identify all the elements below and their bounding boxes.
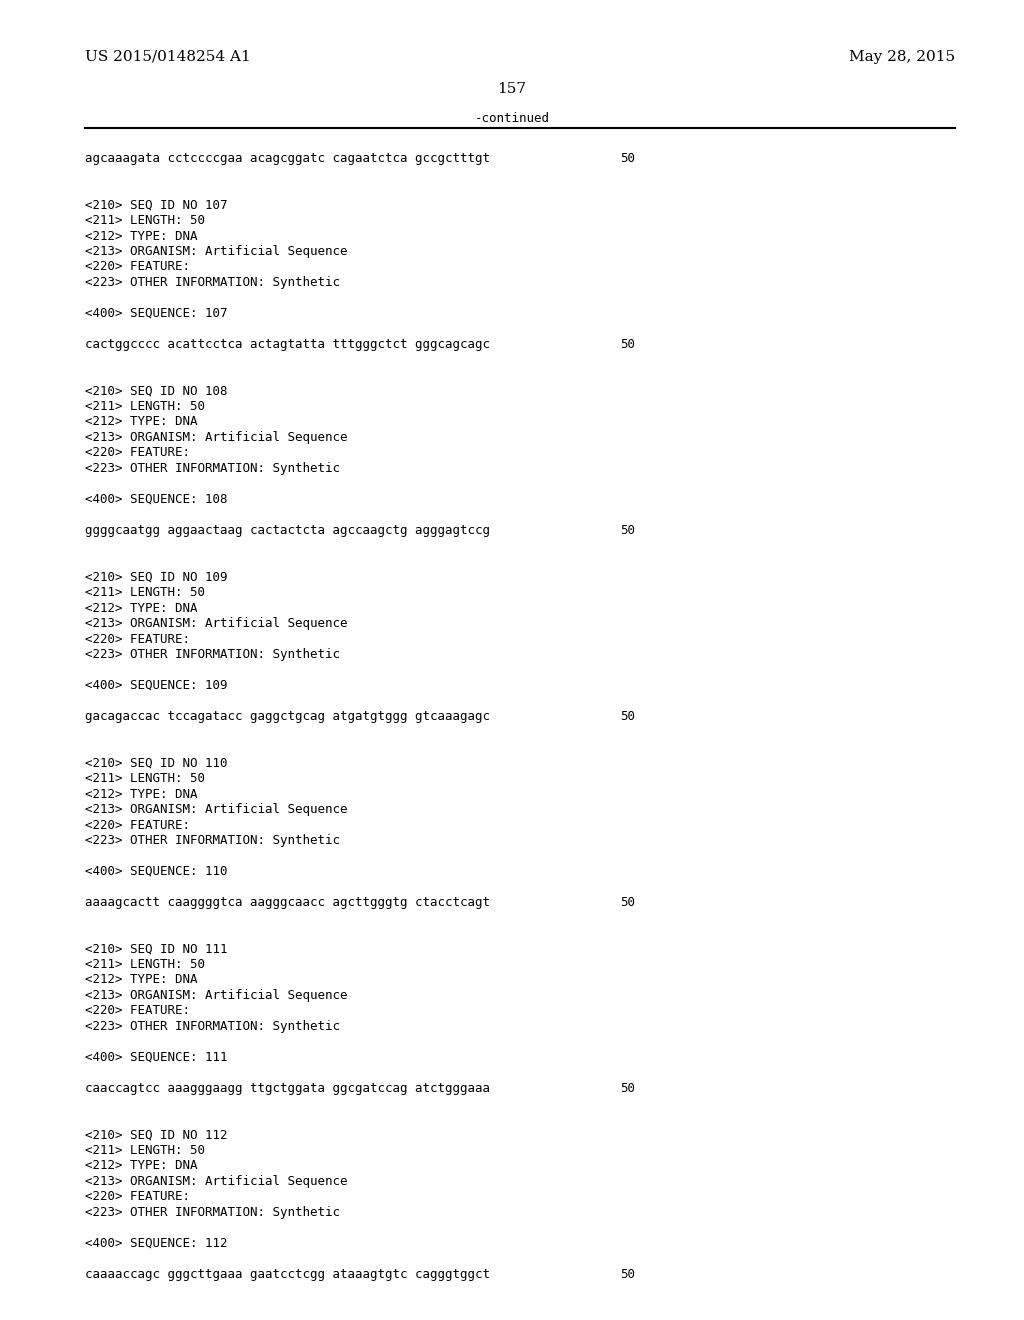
Text: cactggcccc acattcctca actagtatta tttgggctct gggcagcagc: cactggcccc acattcctca actagtatta tttgggc…	[85, 338, 490, 351]
Text: <223> OTHER INFORMATION: Synthetic: <223> OTHER INFORMATION: Synthetic	[85, 462, 340, 475]
Text: agcaaagata cctccccgaa acagcggatc cagaatctca gccgctttgt: agcaaagata cctccccgaa acagcggatc cagaatc…	[85, 152, 490, 165]
Text: <223> OTHER INFORMATION: Synthetic: <223> OTHER INFORMATION: Synthetic	[85, 1020, 340, 1034]
Text: <212> TYPE: DNA: <212> TYPE: DNA	[85, 973, 198, 986]
Text: US 2015/0148254 A1: US 2015/0148254 A1	[85, 50, 251, 63]
Text: <213> ORGANISM: Artificial Sequence: <213> ORGANISM: Artificial Sequence	[85, 803, 347, 816]
Text: <400> SEQUENCE: 110: <400> SEQUENCE: 110	[85, 865, 227, 878]
Text: <213> ORGANISM: Artificial Sequence: <213> ORGANISM: Artificial Sequence	[85, 616, 347, 630]
Text: <211> LENGTH: 50: <211> LENGTH: 50	[85, 958, 205, 972]
Text: <220> FEATURE:: <220> FEATURE:	[85, 1005, 190, 1018]
Text: 157: 157	[498, 82, 526, 96]
Text: <213> ORGANISM: Artificial Sequence: <213> ORGANISM: Artificial Sequence	[85, 1175, 347, 1188]
Text: <400> SEQUENCE: 109: <400> SEQUENCE: 109	[85, 678, 227, 692]
Text: <223> OTHER INFORMATION: Synthetic: <223> OTHER INFORMATION: Synthetic	[85, 834, 340, 847]
Text: <213> ORGANISM: Artificial Sequence: <213> ORGANISM: Artificial Sequence	[85, 989, 347, 1002]
Text: <220> FEATURE:: <220> FEATURE:	[85, 1191, 190, 1204]
Text: <211> LENGTH: 50: <211> LENGTH: 50	[85, 400, 205, 413]
Text: <400> SEQUENCE: 107: <400> SEQUENCE: 107	[85, 308, 227, 319]
Text: <213> ORGANISM: Artificial Sequence: <213> ORGANISM: Artificial Sequence	[85, 432, 347, 444]
Text: <210> SEQ ID NO 111: <210> SEQ ID NO 111	[85, 942, 227, 956]
Text: <212> TYPE: DNA: <212> TYPE: DNA	[85, 416, 198, 429]
Text: <210> SEQ ID NO 107: <210> SEQ ID NO 107	[85, 198, 227, 211]
Text: <212> TYPE: DNA: <212> TYPE: DNA	[85, 230, 198, 243]
Text: <220> FEATURE:: <220> FEATURE:	[85, 446, 190, 459]
Text: <211> LENGTH: 50: <211> LENGTH: 50	[85, 1144, 205, 1158]
Text: <213> ORGANISM: Artificial Sequence: <213> ORGANISM: Artificial Sequence	[85, 246, 347, 257]
Text: caaaaccagc gggcttgaaa gaatcctcgg ataaagtgtc cagggtggct: caaaaccagc gggcttgaaa gaatcctcgg ataaagt…	[85, 1269, 490, 1280]
Text: 50: 50	[620, 152, 635, 165]
Text: <212> TYPE: DNA: <212> TYPE: DNA	[85, 1159, 198, 1172]
Text: caaccagtcc aaagggaagg ttgctggata ggcgatccag atctgggaaa: caaccagtcc aaagggaagg ttgctggata ggcgatc…	[85, 1082, 490, 1096]
Text: 50: 50	[620, 338, 635, 351]
Text: <400> SEQUENCE: 111: <400> SEQUENCE: 111	[85, 1051, 227, 1064]
Text: gacagaccac tccagatacc gaggctgcag atgatgtggg gtcaaagagc: gacagaccac tccagatacc gaggctgcag atgatgt…	[85, 710, 490, 723]
Text: <220> FEATURE:: <220> FEATURE:	[85, 632, 190, 645]
Text: 50: 50	[620, 524, 635, 537]
Text: <211> LENGTH: 50: <211> LENGTH: 50	[85, 772, 205, 785]
Text: <211> LENGTH: 50: <211> LENGTH: 50	[85, 586, 205, 599]
Text: <220> FEATURE:: <220> FEATURE:	[85, 260, 190, 273]
Text: 50: 50	[620, 896, 635, 909]
Text: <223> OTHER INFORMATION: Synthetic: <223> OTHER INFORMATION: Synthetic	[85, 1206, 340, 1218]
Text: <400> SEQUENCE: 108: <400> SEQUENCE: 108	[85, 492, 227, 506]
Text: <210> SEQ ID NO 109: <210> SEQ ID NO 109	[85, 570, 227, 583]
Text: <223> OTHER INFORMATION: Synthetic: <223> OTHER INFORMATION: Synthetic	[85, 276, 340, 289]
Text: 50: 50	[620, 710, 635, 723]
Text: <210> SEQ ID NO 110: <210> SEQ ID NO 110	[85, 756, 227, 770]
Text: <220> FEATURE:: <220> FEATURE:	[85, 818, 190, 832]
Text: ggggcaatgg aggaactaag cactactcta agccaagctg agggagtccg: ggggcaatgg aggaactaag cactactcta agccaag…	[85, 524, 490, 537]
Text: <212> TYPE: DNA: <212> TYPE: DNA	[85, 602, 198, 615]
Text: <400> SEQUENCE: 112: <400> SEQUENCE: 112	[85, 1237, 227, 1250]
Text: <223> OTHER INFORMATION: Synthetic: <223> OTHER INFORMATION: Synthetic	[85, 648, 340, 661]
Text: 50: 50	[620, 1269, 635, 1280]
Text: May 28, 2015: May 28, 2015	[849, 50, 955, 63]
Text: <210> SEQ ID NO 108: <210> SEQ ID NO 108	[85, 384, 227, 397]
Text: 50: 50	[620, 1082, 635, 1096]
Text: <212> TYPE: DNA: <212> TYPE: DNA	[85, 788, 198, 800]
Text: <210> SEQ ID NO 112: <210> SEQ ID NO 112	[85, 1129, 227, 1142]
Text: -continued: -continued	[474, 112, 550, 125]
Text: aaaagcactt caaggggtca aagggcaacc agcttgggtg ctacctcagt: aaaagcactt caaggggtca aagggcaacc agcttgg…	[85, 896, 490, 909]
Text: <211> LENGTH: 50: <211> LENGTH: 50	[85, 214, 205, 227]
